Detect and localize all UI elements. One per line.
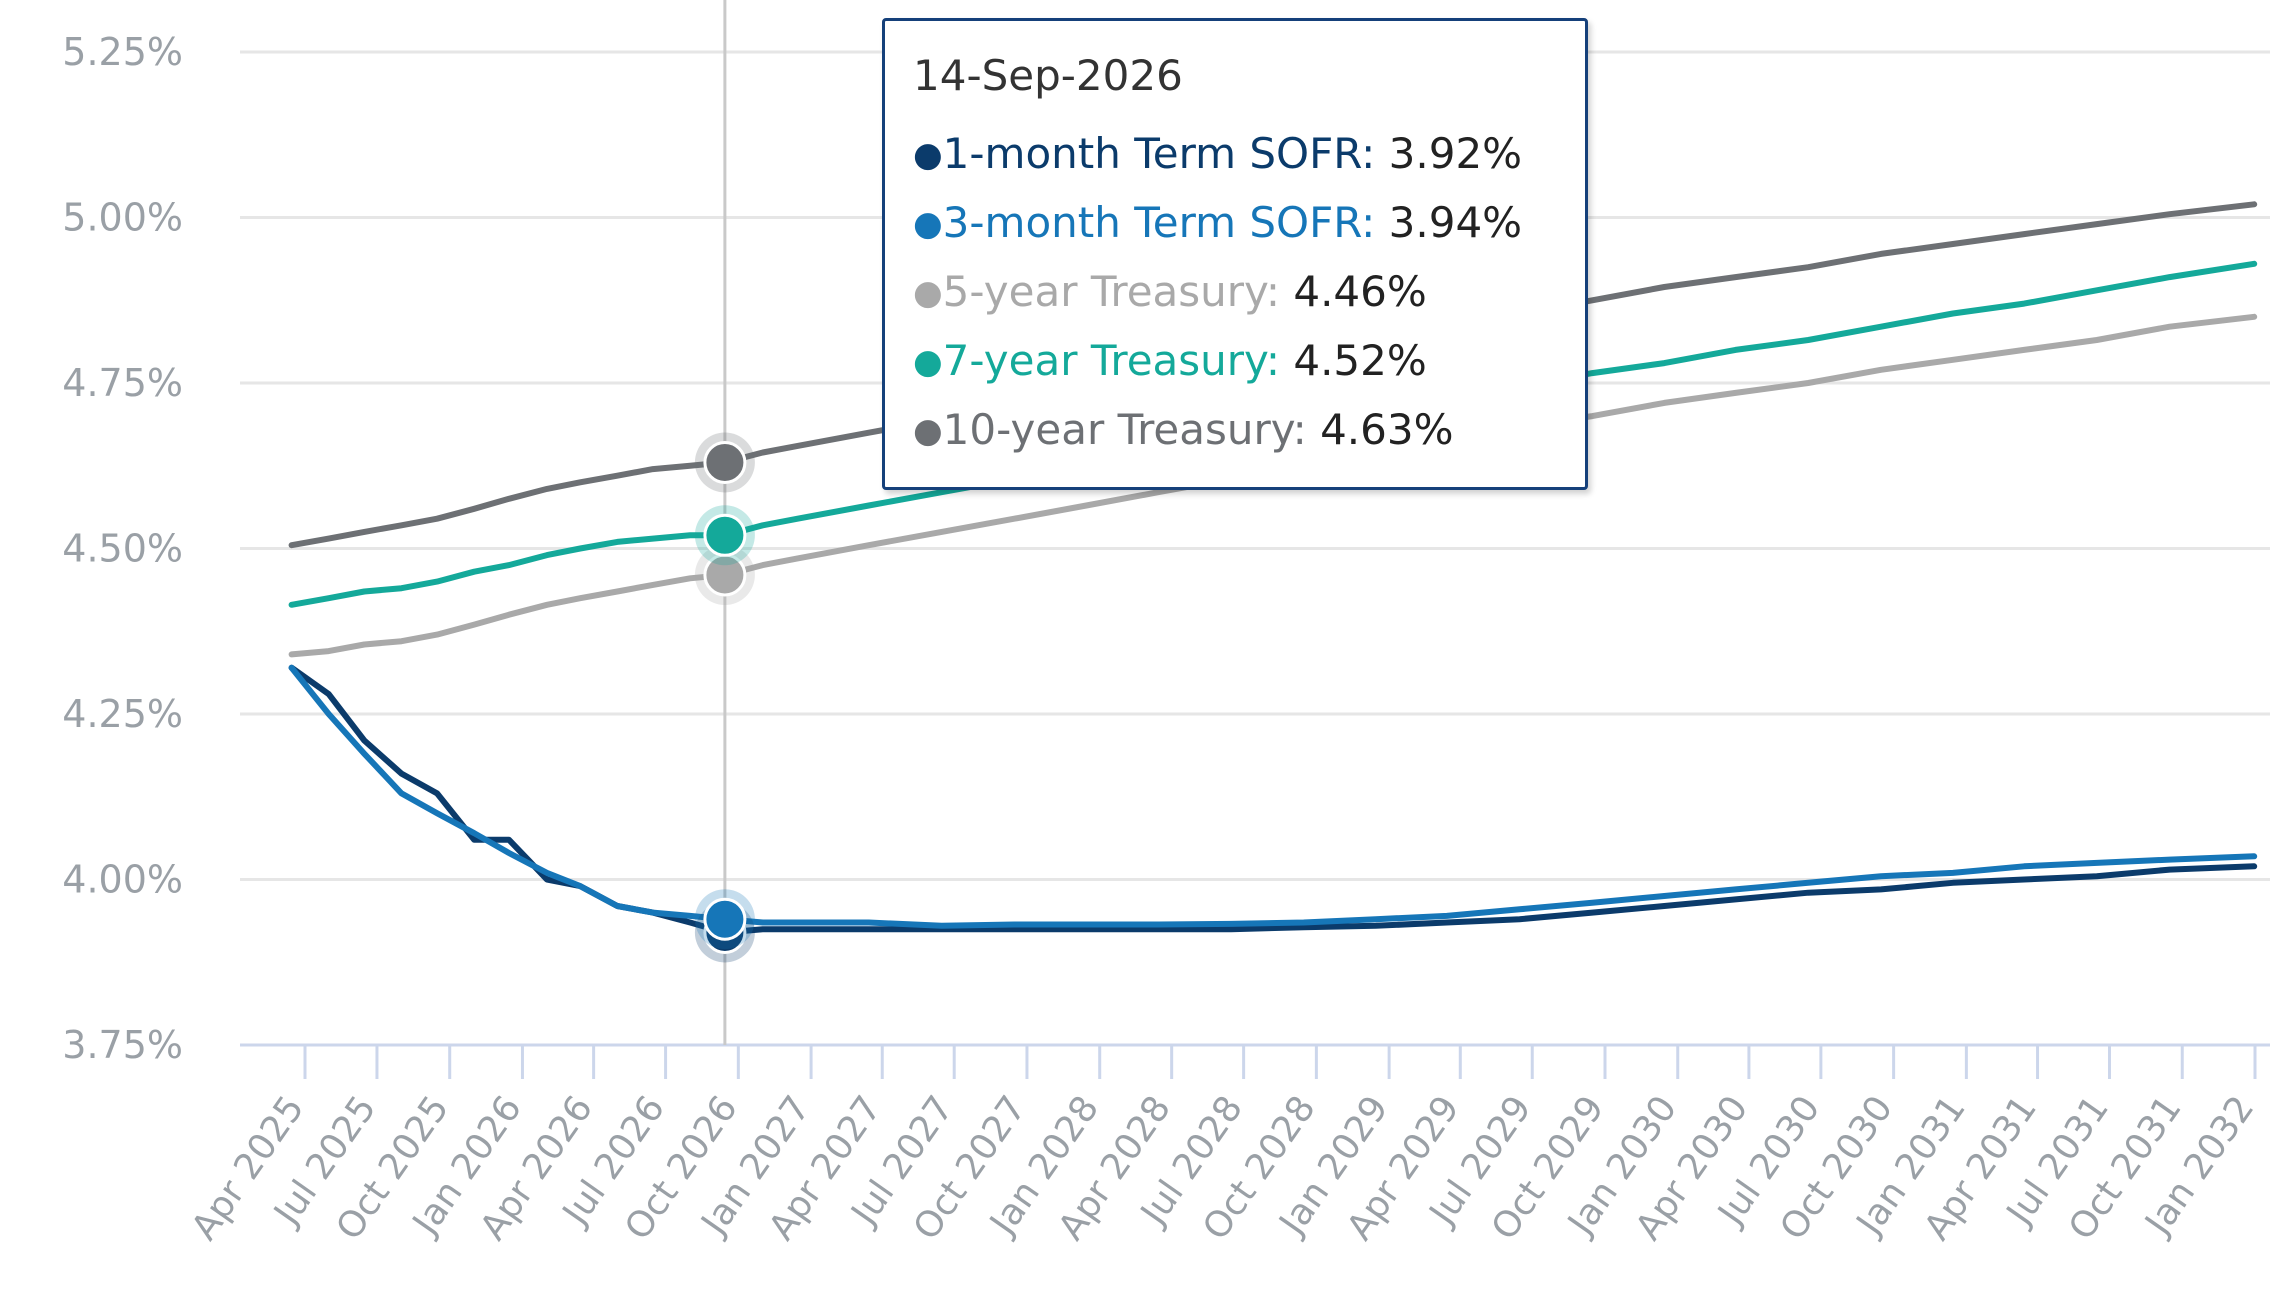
tooltip-row-3m-sofr: ●3-month Term SOFR: 3.94% bbox=[913, 198, 1523, 247]
tooltip-label: 3-month Term SOFR bbox=[942, 198, 1362, 247]
series-line-5-year-treasury bbox=[288, 313, 2258, 658]
tooltip: 14-Sep-2026 ●1-month Term SOFR: 3.92% ●3… bbox=[882, 18, 1588, 490]
y-tick-label: 4.50% bbox=[62, 527, 183, 571]
tooltip-label: 5-year Treasury bbox=[942, 267, 1266, 316]
series-dot-icon: ● bbox=[913, 342, 943, 382]
tooltip-label: 7-year Treasury bbox=[942, 336, 1266, 385]
marker-10-year-treasury bbox=[703, 440, 747, 484]
series-line-3-month-term-sofr bbox=[288, 664, 2258, 929]
y-tick-label: 4.75% bbox=[62, 361, 183, 405]
tooltip-value: 4.46% bbox=[1293, 267, 1427, 316]
tooltip-value: 3.94% bbox=[1388, 198, 1523, 247]
tooltip-row-5y-treasury: ●5-year Treasury: 4.46% bbox=[913, 267, 1427, 316]
y-tick-label: 3.75% bbox=[62, 1023, 183, 1067]
series-dot-icon: ● bbox=[913, 273, 943, 313]
tooltip-value: 4.63% bbox=[1320, 405, 1454, 454]
marker-7-year-treasury bbox=[703, 513, 747, 557]
y-tick-label: 5.00% bbox=[62, 196, 183, 240]
tooltip-value: 4.52% bbox=[1293, 336, 1427, 385]
tooltip-value: 3.92% bbox=[1388, 129, 1523, 178]
marker-3-month-term-sofr bbox=[703, 897, 747, 941]
y-tick-label: 5.25% bbox=[62, 30, 183, 74]
tooltip-label: 1-month Term SOFR bbox=[942, 129, 1362, 178]
y-axis-labels: 3.75% 4.00% 4.25% 4.50% 4.75% 5.00% 5.25% bbox=[62, 30, 183, 1067]
series-dot-icon: ● bbox=[913, 411, 943, 451]
y-tick-label: 4.25% bbox=[62, 692, 183, 736]
hover-markers bbox=[694, 432, 755, 963]
tooltip-label: 10-year Treasury bbox=[942, 405, 1293, 454]
tooltip-row-10y-treasury: ●10-year Treasury: 4.63% bbox=[913, 405, 1454, 454]
tooltip-row-1m-sofr: ●1-month Term SOFR: 3.92% bbox=[913, 129, 1523, 178]
series-dot-icon: ● bbox=[913, 135, 943, 175]
tooltip-date: 14-Sep-2026 bbox=[913, 51, 1183, 100]
series-dot-icon: ● bbox=[913, 204, 943, 244]
x-axis bbox=[240, 1043, 2270, 1079]
tooltip-row-7y-treasury: ●7-year Treasury: 4.52% bbox=[913, 336, 1427, 385]
y-tick-label: 4.00% bbox=[62, 858, 183, 902]
series-line-1-month-term-sofr bbox=[288, 664, 2258, 936]
